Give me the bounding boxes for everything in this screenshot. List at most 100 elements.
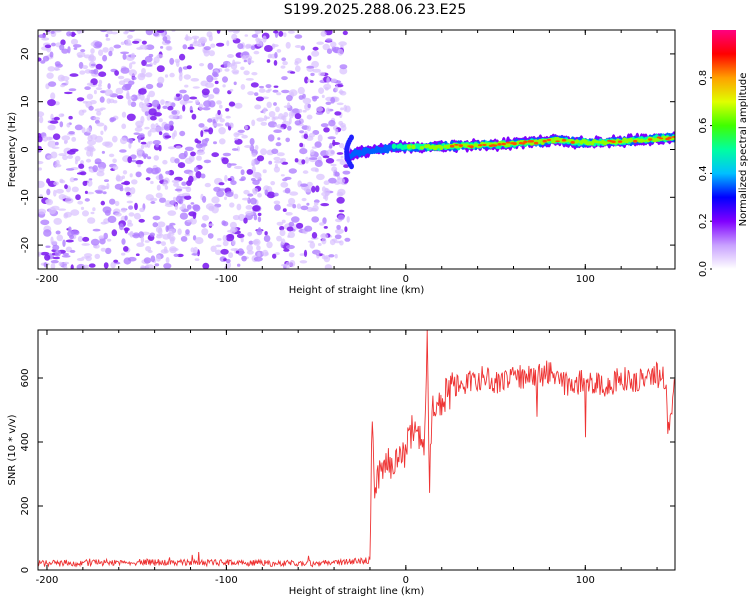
- noise-blob: [203, 100, 212, 108]
- noise-blob: [241, 197, 250, 201]
- noise-blob: [240, 84, 246, 90]
- noise-blob: [325, 38, 333, 42]
- noise-blob: [82, 210, 89, 217]
- noise-blob: [108, 153, 115, 158]
- noise-blob: [186, 204, 192, 210]
- signal-cell: [561, 138, 567, 142]
- noise-blob: [253, 50, 260, 55]
- noise-blob: [336, 158, 345, 162]
- noise-blob: [77, 54, 83, 58]
- noise-blob: [38, 135, 43, 143]
- noise-blob: [315, 111, 324, 115]
- noise-blob: [296, 222, 304, 229]
- noise-blob: [316, 253, 320, 259]
- noise-blob: [145, 264, 155, 269]
- noise-blob: [273, 30, 279, 34]
- noise-blob: [38, 57, 42, 62]
- noise-blob: [176, 253, 184, 258]
- noise-blob: [139, 73, 146, 78]
- noise-blob: [123, 180, 131, 186]
- spec-ytick-label: 20: [20, 48, 31, 61]
- noise-blob: [227, 54, 234, 58]
- noise-blob: [222, 234, 227, 242]
- noise-blob: [322, 155, 330, 159]
- noise-blob: [295, 65, 301, 72]
- noise-blob: [133, 212, 141, 220]
- noise-blob: [90, 63, 96, 67]
- noise-blob: [74, 159, 78, 165]
- noise-blob: [256, 40, 263, 47]
- noise-blob: [301, 197, 307, 202]
- noise-blob: [77, 236, 83, 242]
- noise-blob: [76, 30, 82, 35]
- noise-blob: [123, 227, 130, 232]
- noise-blob: [338, 209, 345, 213]
- noise-blob: [281, 115, 285, 121]
- noise-blob: [114, 212, 122, 217]
- noise-blob: [168, 169, 175, 176]
- noise-blob: [138, 133, 145, 138]
- noise-blob: [96, 111, 102, 116]
- noise-blob: [165, 225, 169, 233]
- noise-blob: [180, 236, 188, 242]
- noise-blob: [40, 60, 46, 64]
- noise-blob: [323, 226, 328, 229]
- noise-blob: [241, 55, 247, 60]
- noise-blob: [185, 34, 189, 42]
- noise-blob: [186, 65, 192, 70]
- noise-blob: [115, 87, 124, 95]
- noise-blob: [201, 88, 210, 96]
- noise-blob: [231, 227, 238, 233]
- noise-blob: [84, 86, 91, 90]
- noise-blob: [326, 48, 333, 54]
- noise-blob: [288, 221, 295, 227]
- noise-blob: [80, 206, 85, 210]
- noise-blob: [44, 254, 51, 261]
- noise-blob: [189, 96, 198, 100]
- noise-blob: [190, 110, 194, 113]
- noise-blob: [265, 89, 271, 93]
- noise-blob: [85, 158, 92, 163]
- noise-blob: [280, 65, 286, 69]
- noise-blob: [127, 156, 132, 164]
- noise-blob: [306, 65, 315, 69]
- noise-blob: [254, 144, 259, 151]
- noise-blob: [163, 123, 171, 131]
- noise-blob: [131, 159, 137, 163]
- noise-blob: [283, 248, 290, 252]
- noise-blob: [310, 149, 315, 156]
- noise-blob: [150, 255, 156, 263]
- noise-blob: [195, 99, 200, 105]
- noise-blob: [311, 60, 319, 68]
- noise-blob: [243, 189, 250, 195]
- noise-blob: [222, 221, 229, 227]
- noise-blob: [243, 217, 248, 224]
- noise-blob: [120, 207, 127, 213]
- noise-blob: [55, 141, 59, 146]
- noise-blob: [179, 206, 185, 211]
- noise-blob: [288, 111, 294, 119]
- noise-blob: [78, 61, 84, 69]
- noise-blob: [62, 154, 68, 161]
- noise-blob: [87, 217, 96, 224]
- noise-blob: [195, 171, 202, 179]
- noise-blob: [101, 150, 105, 154]
- noise-blob: [265, 116, 271, 120]
- noise-blob: [268, 111, 276, 118]
- noise-blob: [232, 59, 236, 67]
- noise-blob: [177, 162, 186, 169]
- noise-blob: [231, 33, 238, 41]
- noise-blob: [139, 94, 145, 101]
- noise-blob: [49, 51, 54, 58]
- snr-ylabel: SNR (10 * v/v): [7, 414, 18, 485]
- noise-blob: [330, 163, 337, 167]
- noise-blob: [169, 200, 177, 206]
- noise-blob: [236, 203, 242, 211]
- noise-blob: [187, 46, 195, 50]
- noise-blob: [339, 123, 346, 128]
- noise-blob: [121, 123, 127, 130]
- colorbar-tick-label: 0.4: [698, 165, 709, 181]
- noise-blob: [239, 178, 245, 182]
- noise-blob: [98, 49, 104, 56]
- spec-ytick-label: 0: [20, 146, 31, 152]
